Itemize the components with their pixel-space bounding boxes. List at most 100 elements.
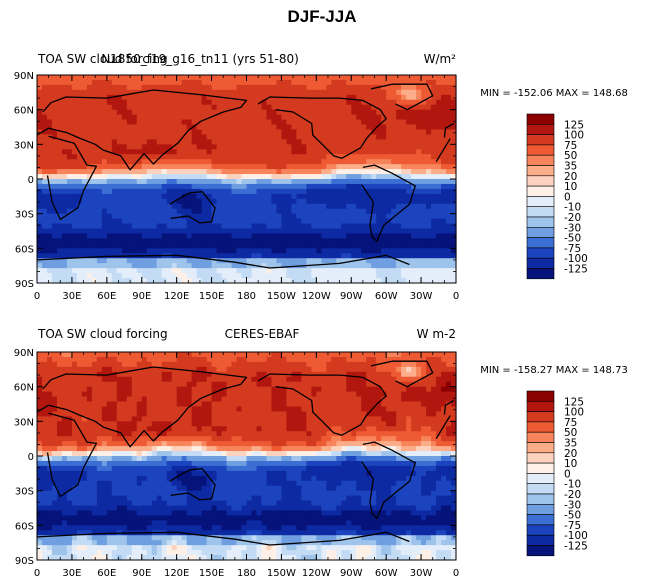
map-cell	[96, 366, 103, 373]
map-cell	[226, 238, 233, 244]
map-cell	[426, 238, 432, 244]
map-cell	[236, 218, 243, 225]
map-cell	[161, 179, 168, 185]
map-cell	[261, 233, 268, 240]
map-cell	[176, 278, 183, 284]
map-cell	[331, 129, 337, 136]
map-cell	[416, 228, 422, 235]
map-cell	[91, 366, 98, 373]
map-cell	[116, 75, 123, 81]
map-cell	[361, 366, 367, 373]
map-cell	[61, 248, 68, 254]
map-cell	[416, 89, 422, 96]
map-cell	[37, 391, 43, 398]
map-cell	[181, 401, 188, 408]
map-cell	[256, 361, 263, 368]
map-cell	[191, 139, 198, 145]
map-cell	[191, 119, 198, 126]
map-cell	[391, 396, 397, 403]
map-cell	[96, 198, 103, 205]
map-cell	[56, 268, 63, 274]
map-cell	[301, 164, 307, 170]
map-cell	[271, 253, 278, 259]
map-cell	[186, 263, 193, 269]
map-cell	[306, 198, 312, 205]
map-cell	[266, 89, 273, 96]
map-cell	[221, 104, 228, 111]
map-cell	[241, 381, 248, 388]
map-cell	[451, 356, 457, 363]
map-cell	[341, 371, 347, 378]
map-cell	[116, 124, 123, 131]
map-cell	[341, 406, 347, 413]
map-cell	[426, 104, 432, 111]
map-cell	[46, 228, 53, 235]
x-tick-label: 30E	[62, 291, 81, 302]
map-cell	[206, 361, 213, 368]
map-cell	[401, 179, 407, 185]
map-cell	[231, 183, 238, 190]
map-cell	[376, 134, 382, 140]
map-cell	[361, 258, 367, 264]
map-cell	[186, 366, 193, 373]
map-cell	[336, 263, 342, 269]
map-cell	[331, 89, 337, 96]
map-cell	[361, 188, 367, 195]
map-cell	[451, 396, 457, 403]
map-cell	[241, 258, 248, 264]
map-cell	[86, 179, 93, 185]
map-cell	[386, 149, 392, 155]
panel-model: TOA SW cloud forcing N1850_f19_g16_tn11 …	[14, 52, 628, 302]
map-cell	[206, 183, 213, 190]
map-cell	[316, 169, 322, 175]
map-cell	[221, 169, 228, 175]
map-cell	[37, 183, 43, 190]
map-cell	[101, 213, 108, 220]
map-cell	[366, 268, 372, 274]
map-cell	[231, 278, 238, 284]
map-cell	[41, 169, 48, 175]
map-cell	[206, 381, 213, 388]
map-cell	[246, 124, 253, 131]
map-cell	[406, 84, 412, 91]
map-cell	[416, 386, 422, 393]
map-cell	[111, 198, 118, 205]
map-cell	[391, 124, 397, 131]
map-cell	[151, 139, 158, 145]
map-cell	[56, 411, 63, 417]
map-cell	[281, 193, 288, 200]
map-cell	[221, 124, 228, 131]
map-cell	[56, 174, 63, 180]
map-cell	[216, 263, 223, 269]
map-cell	[81, 411, 88, 417]
map-cell	[196, 159, 203, 165]
map-cell	[111, 84, 118, 91]
map-cell	[306, 366, 312, 373]
map-cell	[191, 79, 198, 86]
map-cell	[311, 109, 317, 116]
map-cell	[371, 208, 377, 215]
map-cell	[291, 278, 297, 284]
map-cell	[266, 416, 273, 422]
map-cell	[41, 198, 48, 205]
map-cell	[446, 89, 452, 96]
map-cell	[311, 223, 317, 230]
map-cell	[161, 396, 168, 403]
map-cell	[321, 154, 327, 160]
map-cell	[126, 169, 133, 175]
map-cell	[76, 223, 83, 230]
map-cell	[211, 253, 218, 259]
map-cell	[266, 253, 273, 259]
map-cell	[171, 233, 178, 240]
map-cell	[386, 174, 392, 180]
map-cell	[196, 75, 203, 81]
map-cell	[341, 179, 347, 185]
map-cell	[391, 416, 397, 422]
map-cell	[331, 391, 337, 398]
map-cell	[201, 129, 208, 136]
map-cell	[386, 238, 392, 244]
map-cell	[46, 396, 53, 403]
map-cell	[436, 416, 442, 422]
map-cell	[136, 243, 143, 249]
map-cell	[401, 208, 407, 215]
